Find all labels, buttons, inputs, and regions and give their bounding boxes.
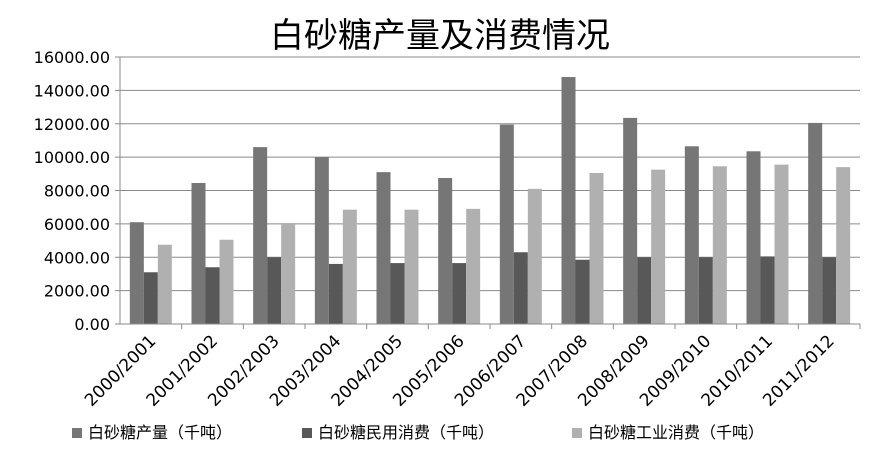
bar	[712, 166, 727, 324]
bar	[281, 223, 296, 324]
legend-swatch	[72, 428, 82, 438]
bar	[390, 263, 405, 324]
bar	[684, 146, 699, 324]
bar	[499, 124, 514, 324]
bar	[129, 222, 144, 324]
bar	[342, 209, 357, 324]
bar	[157, 244, 172, 324]
bar	[513, 252, 528, 324]
bar	[438, 177, 453, 324]
y-tick-label: 16000.00	[34, 48, 110, 67]
bar	[466, 208, 481, 324]
bar	[404, 209, 419, 324]
bar	[561, 77, 576, 325]
bar	[836, 167, 851, 324]
bar	[219, 239, 234, 324]
y-tick-label: 6000.00	[44, 215, 110, 234]
bar	[698, 257, 713, 324]
bar	[267, 257, 282, 324]
bar	[822, 257, 837, 324]
bar	[774, 164, 789, 324]
y-tick-label: 12000.00	[34, 115, 110, 134]
bar	[376, 172, 391, 324]
y-tick-label: 4000.00	[44, 248, 110, 267]
chart-title: 白砂糖产量及消费情况	[270, 16, 610, 56]
bar	[328, 263, 343, 324]
y-tick-label: 14000.00	[34, 81, 110, 100]
bar	[651, 169, 666, 324]
bar	[452, 263, 467, 324]
bar	[314, 157, 329, 324]
bar	[637, 257, 652, 324]
bar	[589, 172, 604, 324]
bar	[527, 188, 542, 324]
legend: 白砂糖产量（千吨） 白砂糖民用消费（千吨） 白砂糖工业消费（千吨）	[72, 423, 764, 442]
gridlines	[120, 56, 860, 325]
bar	[623, 117, 638, 324]
y-tick-label: 10000.00	[34, 148, 110, 167]
bar	[575, 259, 590, 324]
bar	[760, 256, 775, 324]
y-tick-label: 0.00	[74, 315, 110, 334]
bar	[143, 272, 158, 324]
bar	[205, 267, 220, 324]
legend-swatch	[302, 428, 312, 438]
bar	[253, 147, 268, 324]
legend-label: 白砂糖产量（千吨）	[88, 423, 232, 442]
bar	[191, 182, 206, 324]
y-tick-label: 2000.00	[44, 282, 110, 301]
bars	[129, 77, 851, 325]
legend-swatch	[572, 428, 582, 438]
y-tick-label: 8000.00	[44, 182, 110, 201]
bar	[746, 151, 761, 324]
bar	[808, 122, 823, 325]
legend-label: 白砂糖工业消费（千吨）	[588, 423, 764, 442]
legend-label: 白砂糖民用消费（千吨）	[318, 423, 494, 442]
